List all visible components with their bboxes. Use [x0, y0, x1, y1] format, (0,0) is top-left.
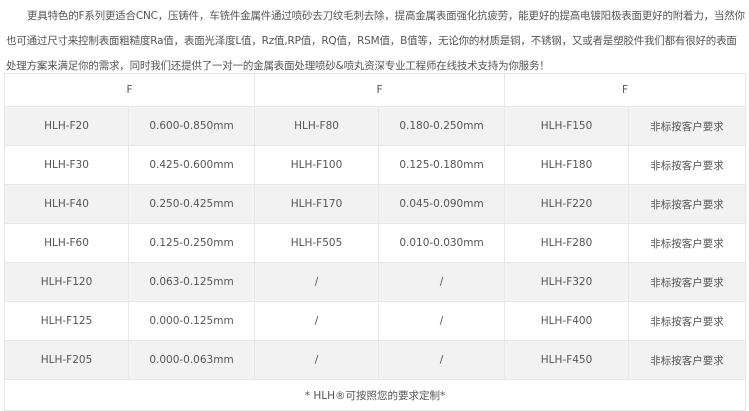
table-cell: 非标按客户要求 [628, 340, 747, 380]
table-cell: 0.000-0.125mm [127, 301, 256, 341]
table-cell: 0.125-0.250mm [127, 223, 256, 263]
header-cell: F [254, 73, 506, 107]
table-cell: / [378, 301, 506, 341]
table-cell: HLH-F60 [4, 223, 129, 263]
table-cell: HLH-F150 [504, 106, 630, 146]
table-cell: 非标按客户要求 [628, 106, 747, 146]
table-cell: / [378, 262, 506, 302]
table-header-row: F F F [3, 73, 747, 107]
table-row: HLH-F125 0.000-0.125mm / / HLH-F400 非标按客户要求 [4, 301, 747, 341]
table-cell: HLH-F280 [504, 223, 630, 263]
table-cell: 非标按客户要求 [628, 301, 747, 341]
table-cell: 0.045-0.090mm [378, 184, 506, 224]
table-cell: HLH-F180 [504, 145, 630, 185]
table-cell: HLH-F205 [4, 340, 129, 380]
table-cell: / [254, 301, 380, 341]
table-cell: / [254, 340, 380, 380]
table-footer-row: * HLH®可按照您的要求定制* [3, 379, 747, 411]
table-cell: HLH-F505 [254, 223, 380, 263]
table-cell: HLH-F100 [254, 145, 380, 185]
table-row: HLH-F60 0.125-0.250mm HLH-F505 0.010-0.030m… [4, 223, 747, 263]
table-row: HLH-F20 0.600-0.850mm HLH-F80 0.180-0.250mm… [4, 106, 747, 146]
table-cell: 0.000-0.063mm [127, 340, 256, 380]
table-cell: HLH-F120 [4, 262, 129, 302]
table-row: HLH-F205 0.000-0.063mm / / HLH-F450 非标按客户要求 [4, 340, 747, 380]
table-cell: HLH-F170 [254, 184, 380, 224]
table-cell: 0.425-0.600mm [127, 145, 256, 185]
table-cell: 0.125-0.180mm [378, 145, 506, 185]
table-row: HLH-F30 0.425-0.600mm HLH-F100 0.125-0.180m… [4, 145, 747, 185]
table-cell: 0.250-0.425mm [127, 184, 256, 224]
customization-note: * HLH®可按照您的要求定制* [3, 379, 747, 411]
table-cell: HLH-F30 [4, 145, 129, 185]
table-cell: HLH-F220 [504, 184, 630, 224]
table-cell: 0.180-0.250mm [378, 106, 506, 146]
table-cell: / [254, 262, 380, 302]
table-row: HLH-F120 0.063-0.125mm / / HLH-F320 非标按客户要求 [4, 262, 747, 302]
table-row: HLH-F40 0.250-0.425mm HLH-F170 0.045-0.090m… [4, 184, 747, 224]
table-cell: HLH-F320 [504, 262, 630, 302]
table-cell: HLH-F80 [254, 106, 380, 146]
table-cell: HLH-F400 [504, 301, 630, 341]
table-cell: / [378, 340, 506, 380]
table-cell: HLH-F450 [504, 340, 630, 380]
header-cell: F [504, 73, 747, 107]
table-cell: HLH-F125 [4, 301, 129, 341]
table-cell: 非标按客户要求 [628, 223, 747, 263]
table-cell: 非标按客户要求 [628, 145, 747, 185]
table-cell: HLH-F20 [4, 106, 129, 146]
table-cell: HLH-F40 [4, 184, 129, 224]
header-cell: F [3, 73, 256, 107]
table-cell: 0.063-0.125mm [127, 262, 256, 302]
grit-size-table: F F F HLH-F20 0.600-0.850mm HLH-F80 0.180-0… [3, 73, 747, 411]
table-cell: 0.600-0.850mm [127, 106, 256, 146]
table-cell: 非标按客户要求 [628, 262, 747, 302]
intro-paragraph: 更具特色的F系列更适合CNC，压铸件，车铣件金属件通过喷砂去刀纹毛刺去除，提高金… [6, 10, 745, 72]
table-cell: 0.010-0.030mm [378, 223, 506, 263]
table-cell: 非标按客户要求 [628, 184, 747, 224]
